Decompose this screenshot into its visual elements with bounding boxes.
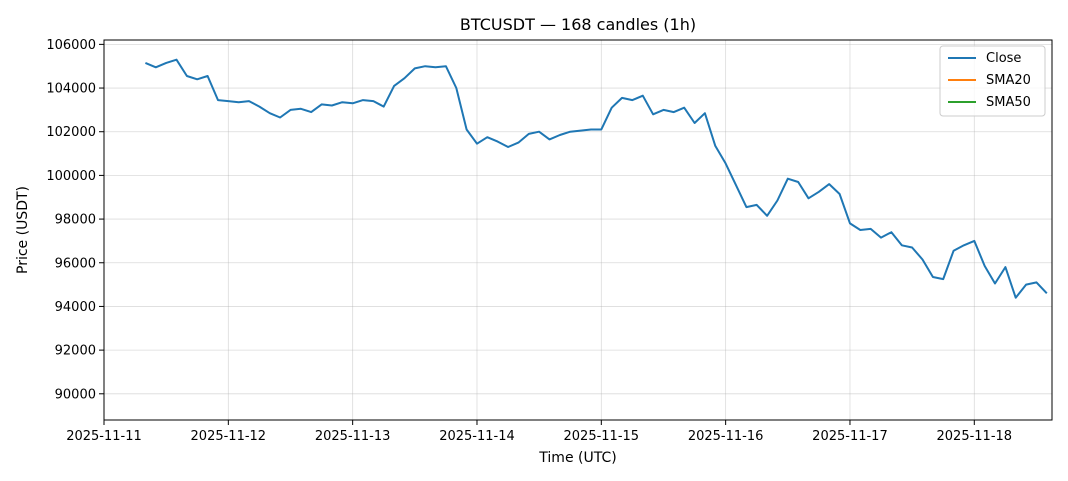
series-lines — [145, 58, 1048, 299]
x-axis-label: Time (UTC) — [538, 450, 616, 466]
grid-lines — [103, 40, 1052, 420]
y-tick-label: 102000 — [46, 125, 96, 140]
x-tick-label: 2025-11-16 — [688, 429, 764, 444]
series-line-close — [145, 58, 1048, 299]
x-tick-label: 2025-11-17 — [812, 429, 888, 444]
plot-frame — [103, 39, 1053, 421]
x-tick-label: 2025-11-13 — [315, 429, 391, 444]
legend-label-close: Close — [986, 51, 1021, 66]
y-tick-label: 98000 — [55, 213, 96, 228]
y-axis-label: Price (USDT) — [15, 186, 31, 274]
y-axis-ticks: 90000 92000 94000 96000 98000 100000 102000 104… — [46, 38, 104, 402]
y-tick-label: 92000 — [55, 344, 96, 359]
legend-label-sma50: SMA50 — [986, 95, 1031, 110]
legend-label-sma20: SMA20 — [986, 73, 1031, 88]
y-tick-label: 96000 — [55, 256, 96, 271]
legend-box — [939, 45, 1046, 117]
x-tick-label: 2025-11-12 — [191, 429, 267, 444]
y-tick-label: 100000 — [46, 169, 96, 184]
y-tick-label: 104000 — [46, 82, 96, 97]
chart-title: BTCUSDT — 168 candles (1h) — [460, 15, 696, 34]
x-tick-label: 2025-11-15 — [564, 429, 640, 444]
x-axis-ticks: 2025-11-11 2025-11-12 2025-11-13 2025-11-14… — [66, 420, 1012, 444]
x-tick-label: 2025-11-18 — [937, 429, 1013, 444]
x-tick-label: 2025-11-11 — [66, 429, 142, 444]
legend: Close SMA20 SMA50 — [939, 45, 1046, 117]
y-tick-label: 94000 — [55, 300, 96, 315]
y-tick-label: 90000 — [55, 387, 96, 402]
y-tick-label: 106000 — [46, 38, 96, 53]
x-tick-label: 2025-11-14 — [439, 429, 515, 444]
